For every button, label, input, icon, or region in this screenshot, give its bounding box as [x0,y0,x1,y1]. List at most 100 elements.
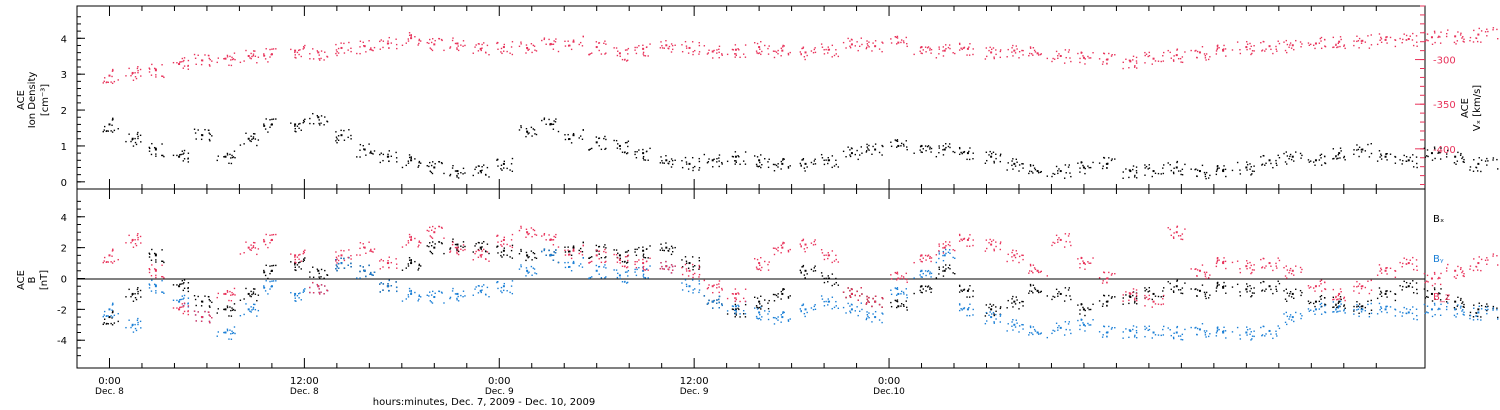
data-point-scatter [703,279,706,282]
data-point-scatter [509,169,511,171]
data-point-scatter [972,308,974,311]
data-point [642,47,645,50]
data-point-scatter [181,280,184,282]
data-point-scatter [153,252,156,255]
data-point-scatter [634,268,636,271]
data-point-scatter [833,54,836,57]
data-point-scatter [1125,168,1127,170]
data-point-scatter [821,275,824,277]
data-point-scatter [800,164,802,166]
data-point-scatter [1459,307,1462,309]
data-point-scatter [945,268,947,270]
data-point-scatter [993,56,995,58]
data-point-scatter [663,268,665,270]
data-point-scatter [734,303,737,306]
data-point-scatter [270,124,272,126]
data-point-scatter [1031,53,1033,55]
data-point [1454,35,1457,38]
data-point [1222,286,1225,289]
data-point-scatter [497,281,499,283]
data-point-scatter [1337,42,1340,45]
data-point-scatter [1356,301,1358,303]
data-point-scatter [110,315,112,317]
data-point-scatter [264,243,267,246]
data-point-scatter [290,122,292,124]
data-point-scatter [113,260,116,263]
data-point-scatter [617,272,619,275]
data-point-scatter [871,321,873,323]
data-point-scatter [480,248,482,250]
data-point-scatter [1216,167,1219,170]
data-point-scatter [1278,282,1281,285]
data-point-scatter [477,43,480,45]
data-point-scatter [1367,35,1369,37]
data-point-scatter [475,166,477,168]
data-point-scatter [407,240,410,242]
data-point-scatter [408,259,411,261]
data-point-scatter [698,266,701,268]
data-point-scatter [1277,325,1279,327]
data-point-scatter [155,153,157,155]
data-point-scatter [985,47,988,49]
data-point-scatter [1473,29,1475,32]
data-point-scatter [753,258,756,260]
data-point [317,51,320,54]
data-point-scatter [132,79,135,81]
data-point-scatter [182,312,185,315]
data-point-scatter [1265,48,1267,50]
data-point-scatter [588,257,590,259]
data-point-scatter [111,324,114,326]
data-point-scatter [1261,163,1264,165]
data-point-scatter [1173,60,1175,62]
data-point-scatter [878,319,881,321]
data-point [1338,40,1341,43]
data-point-scatter [362,144,364,147]
data-point-scatter [496,235,498,237]
data-point-scatter [619,148,621,150]
data-point-scatter [296,51,299,54]
data-point-scatter [626,266,629,268]
data-point-scatter [1433,146,1436,148]
data-point-scatter [626,261,629,264]
data-point-scatter [443,252,445,255]
data-point-scatter [871,153,873,155]
data-point-scatter [927,285,930,287]
data-point-scatter [254,242,256,244]
data-point-scatter [1148,325,1150,327]
data-point-scatter [1215,332,1218,334]
data-point-scatter [217,308,219,310]
data-point-scatter [948,44,951,46]
data-point-scatter [405,267,407,269]
data-point-scatter [968,288,970,290]
data-point-scatter [972,290,974,292]
data-point-scatter [900,303,903,305]
data-point-scatter [294,294,296,297]
data-point-scatter [1250,174,1252,176]
data-point-scatter [1446,305,1448,308]
data-point-scatter [326,121,329,123]
data-point-scatter [1053,173,1056,176]
data-point-scatter [1286,292,1289,294]
data-point-scatter [1314,164,1316,166]
data-point-scatter [1434,157,1436,160]
data-point-scatter [1320,164,1323,166]
data-point-scatter [431,172,434,175]
data-point-scatter [903,293,905,295]
data-point-scatter [1456,305,1459,307]
data-point-scatter [309,122,311,125]
data-point-scatter [626,255,628,258]
data-point-scatter [553,120,555,122]
data-point-scatter [408,32,411,34]
data-point-scatter [1033,287,1036,289]
data-point-scatter [110,322,112,325]
data-point [363,148,366,151]
data-point-scatter [148,71,151,73]
data-point [1477,308,1480,311]
data-point-scatter [1376,313,1379,315]
data-point-scatter [1172,336,1175,339]
data-point-scatter [263,269,265,272]
data-point-scatter [488,260,490,262]
data-point-scatter [1261,290,1263,292]
data-point-scatter [363,45,365,47]
data-point-scatter [1462,313,1464,316]
